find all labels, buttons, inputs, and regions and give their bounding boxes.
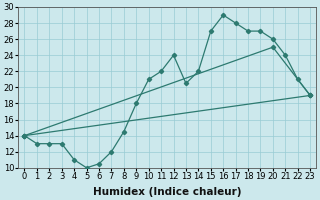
X-axis label: Humidex (Indice chaleur): Humidex (Indice chaleur): [93, 187, 242, 197]
